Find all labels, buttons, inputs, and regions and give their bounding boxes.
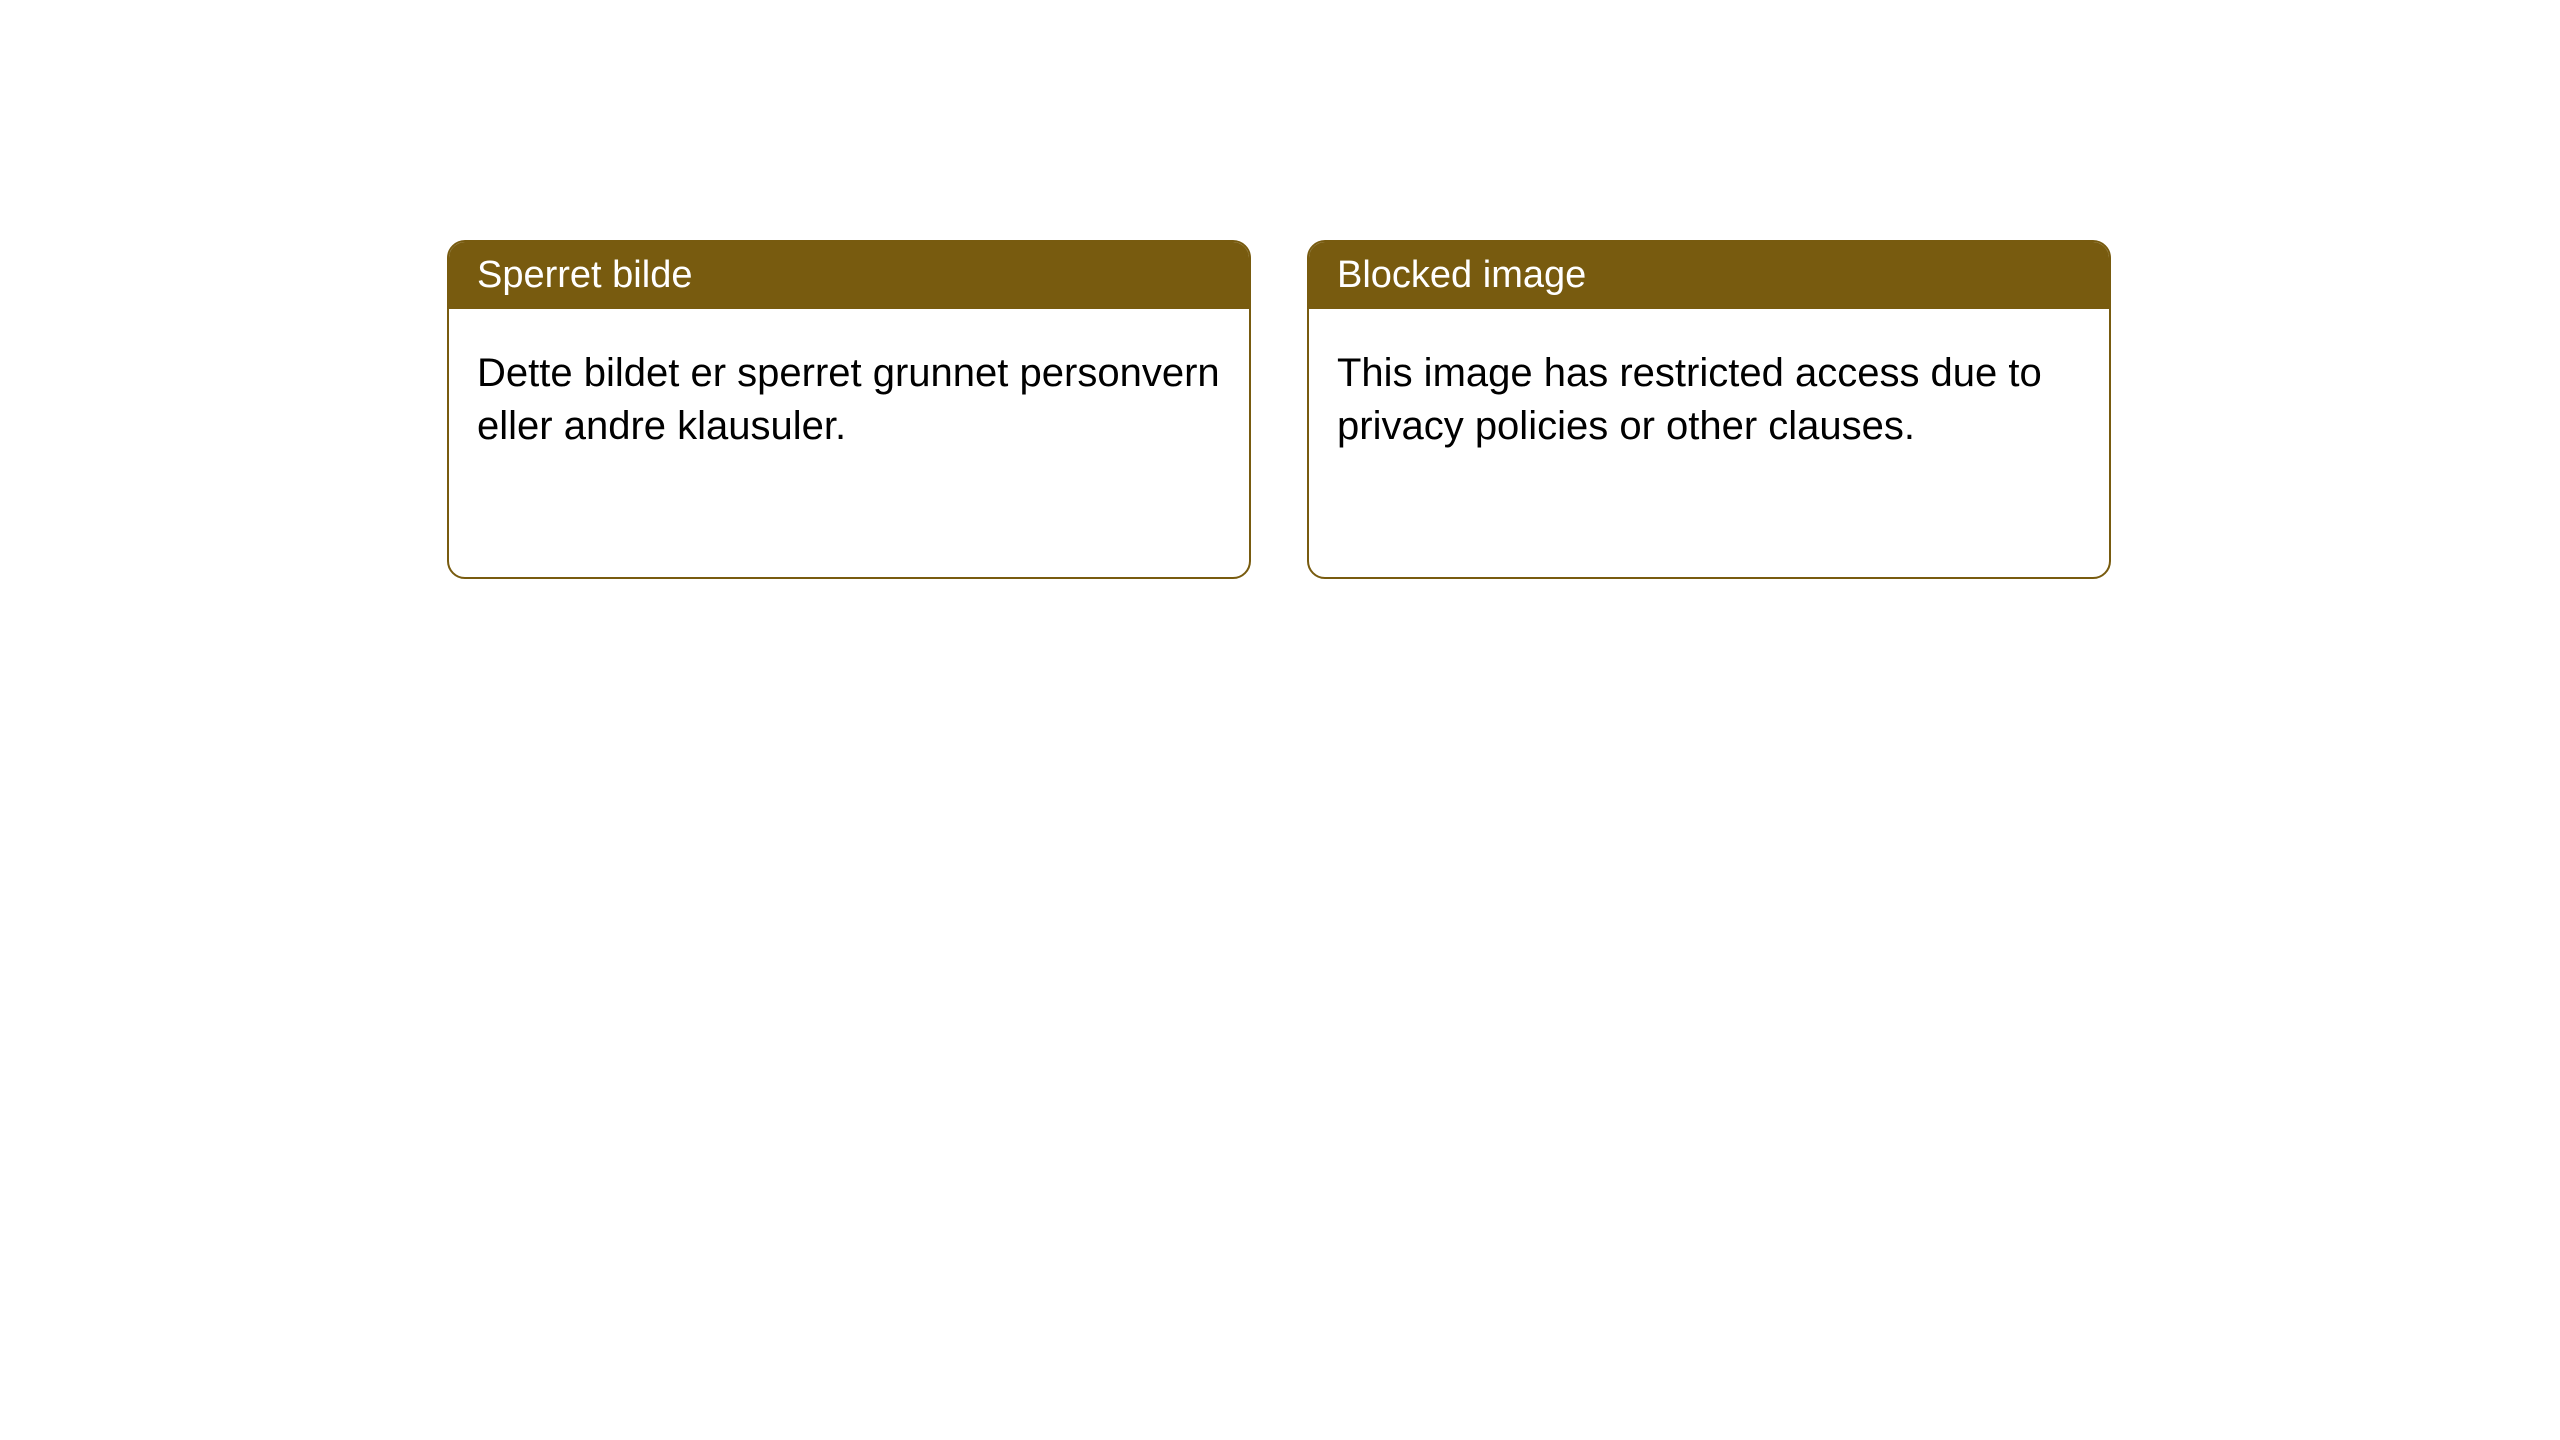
notice-card-header: Sperret bilde xyxy=(449,242,1249,309)
notice-card-norwegian: Sperret bilde Dette bildet er sperret gr… xyxy=(447,240,1251,579)
notice-card-header: Blocked image xyxy=(1309,242,2109,309)
notice-card-body: This image has restricted access due to … xyxy=(1309,309,2109,491)
notice-card-english: Blocked image This image has restricted … xyxy=(1307,240,2111,579)
notice-card-container: Sperret bilde Dette bildet er sperret gr… xyxy=(447,240,2111,579)
notice-card-body: Dette bildet er sperret grunnet personve… xyxy=(449,309,1249,491)
